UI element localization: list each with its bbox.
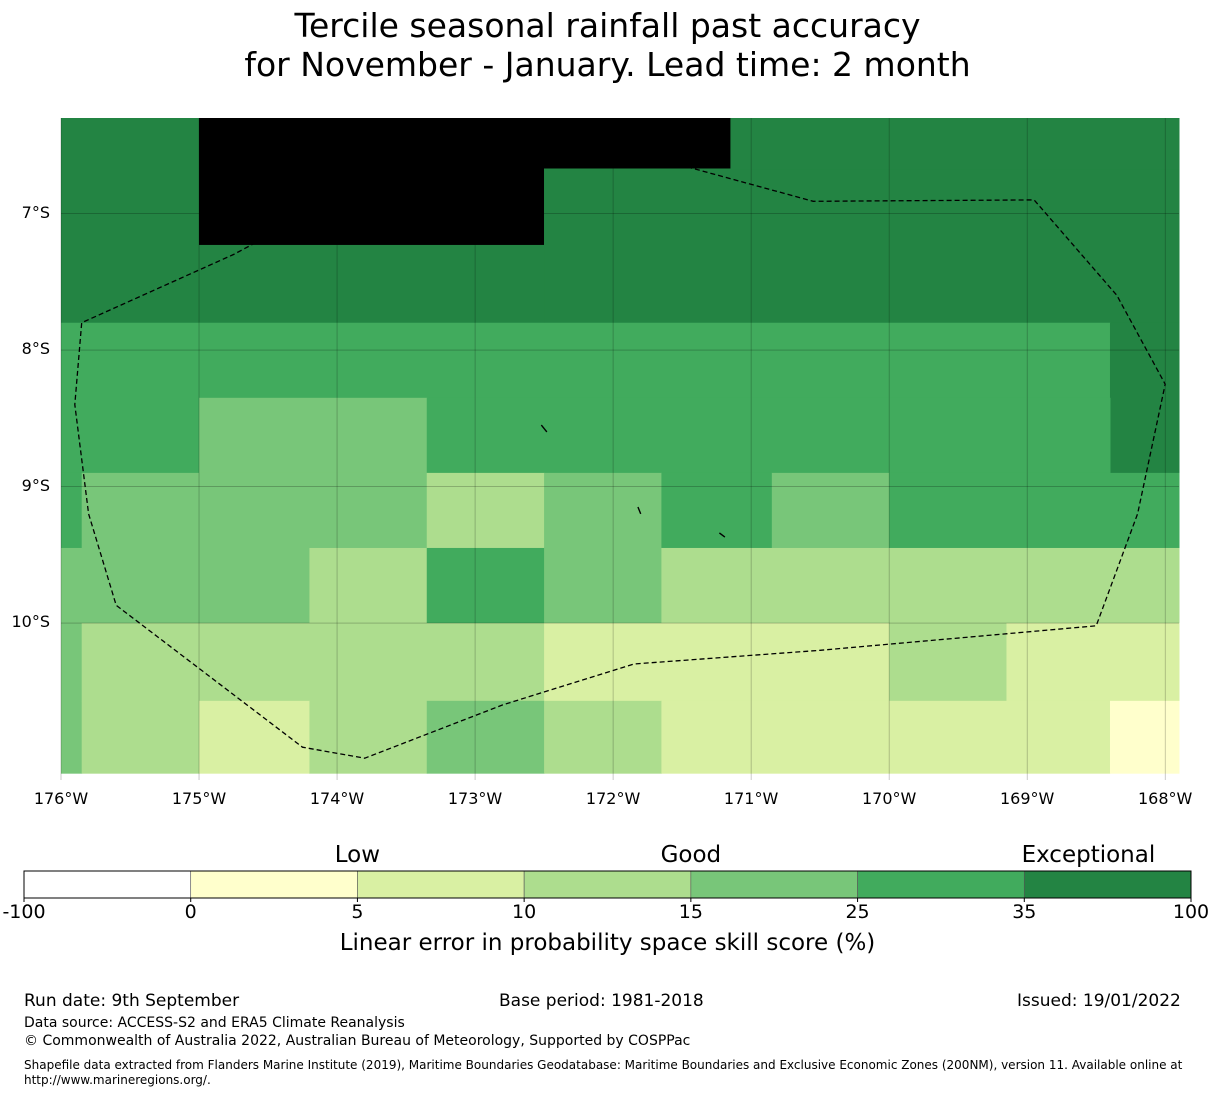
run-date: Run date: 9th September [24,991,240,1011]
skill-cell [661,472,773,549]
colorbar-tick-label: 35 [1012,901,1037,923]
colorbar-segment [523,870,692,899]
lon-tick-label: 172°W [585,789,641,808]
colorbar-category-label: Good [660,842,722,868]
lat-tick-label: 10°S [11,612,50,632]
lon-tick-label: 175°W [171,789,227,808]
skill-cell [199,700,310,774]
skill-cell [61,472,83,549]
skill-cell [730,118,1180,170]
base-period: Base period: 1981-2018 [499,991,704,1011]
skill-cell [1109,322,1180,474]
lon-tick-label: 168°W [1138,789,1193,808]
skill-cell [426,547,545,624]
skill-cell [199,397,428,474]
eez-boundary [74,143,1166,759]
skill-cell [426,472,545,549]
lon-tick-label: 174°W [309,789,365,808]
chart-title-line2: for November - January. Lead time: 2 mon… [244,45,971,84]
lon-tick-label: 171°W [723,789,779,808]
skill-cell [544,700,662,774]
colorbar-tick-label: 15 [678,901,703,923]
colorbar-tick-label: 10 [512,901,537,923]
colorbar-segment [1023,870,1192,899]
island-outline [540,424,548,433]
colorbar-tick-label: 5 [351,901,364,923]
lon-tick-label: 170°W [861,789,917,808]
skill-cell [199,244,545,324]
lon-tick-label: 169°W [999,789,1055,808]
lon-tick-label: 173°W [447,789,503,808]
skill-cell [544,472,662,549]
issued-date: Issued: 19/01/2022 [1017,991,1181,1011]
skill-cell [661,700,1111,774]
skill-cell [309,547,428,624]
skill-cell [1006,623,1180,702]
lat-tick-label: 7°S [21,202,50,222]
lon-tick-label: 176°W [33,789,89,808]
colorbar-segment [190,870,358,899]
island-outline [637,506,642,515]
skill-cell [81,472,428,549]
skill-cell [81,700,200,774]
lat-tick-label: 9°S [21,475,50,495]
data-source: Data source: ACCESS-S2 and ERA5 Climate … [24,1015,405,1031]
island-outline [718,532,726,538]
colorbar-tick-label: -100 [2,901,46,923]
skill-cell [771,472,890,549]
skill-cell [61,547,310,624]
colorbar-segment [690,870,858,899]
skill-cell [661,547,1180,624]
skill-cell [199,322,1111,399]
colorbar-tick-label: 0 [184,901,197,923]
colorbar-tick-label: 25 [845,901,870,923]
skill-cell [309,700,428,774]
skill-cell [61,623,83,774]
colorbar-segment [857,870,1025,899]
copyright-notice: © Commonwealth of Australia 2022, Austra… [24,1033,691,1049]
skill-cell [544,623,890,702]
skill-cell [544,168,1180,324]
skill-cell [199,118,731,170]
lat-tick-label: 8°S [21,339,50,359]
colorbar-tick-label: 100 [1172,901,1210,923]
skill-cell [1109,700,1180,774]
chart-title-line1: Tercile seasonal rainfall past accuracy [294,6,921,45]
shapefile-credit: Shapefile data extracted from Flanders M… [24,1058,1183,1087]
colorbar-title: Linear error in probability space skill … [339,930,876,956]
skill-cell [61,322,200,474]
skill-cell [426,700,545,774]
colorbar-segment [23,870,192,899]
colorbar-outline [23,870,1192,899]
skill-cell [544,547,662,624]
skill-cell [889,472,1180,549]
skill-cell [61,118,200,324]
skill-cell [426,397,1111,474]
colorbar-segment [357,870,525,899]
skill-cell [81,623,545,702]
colorbar-category-label: Exceptional [1021,842,1156,868]
colorbar-category-label: Low [334,842,381,868]
